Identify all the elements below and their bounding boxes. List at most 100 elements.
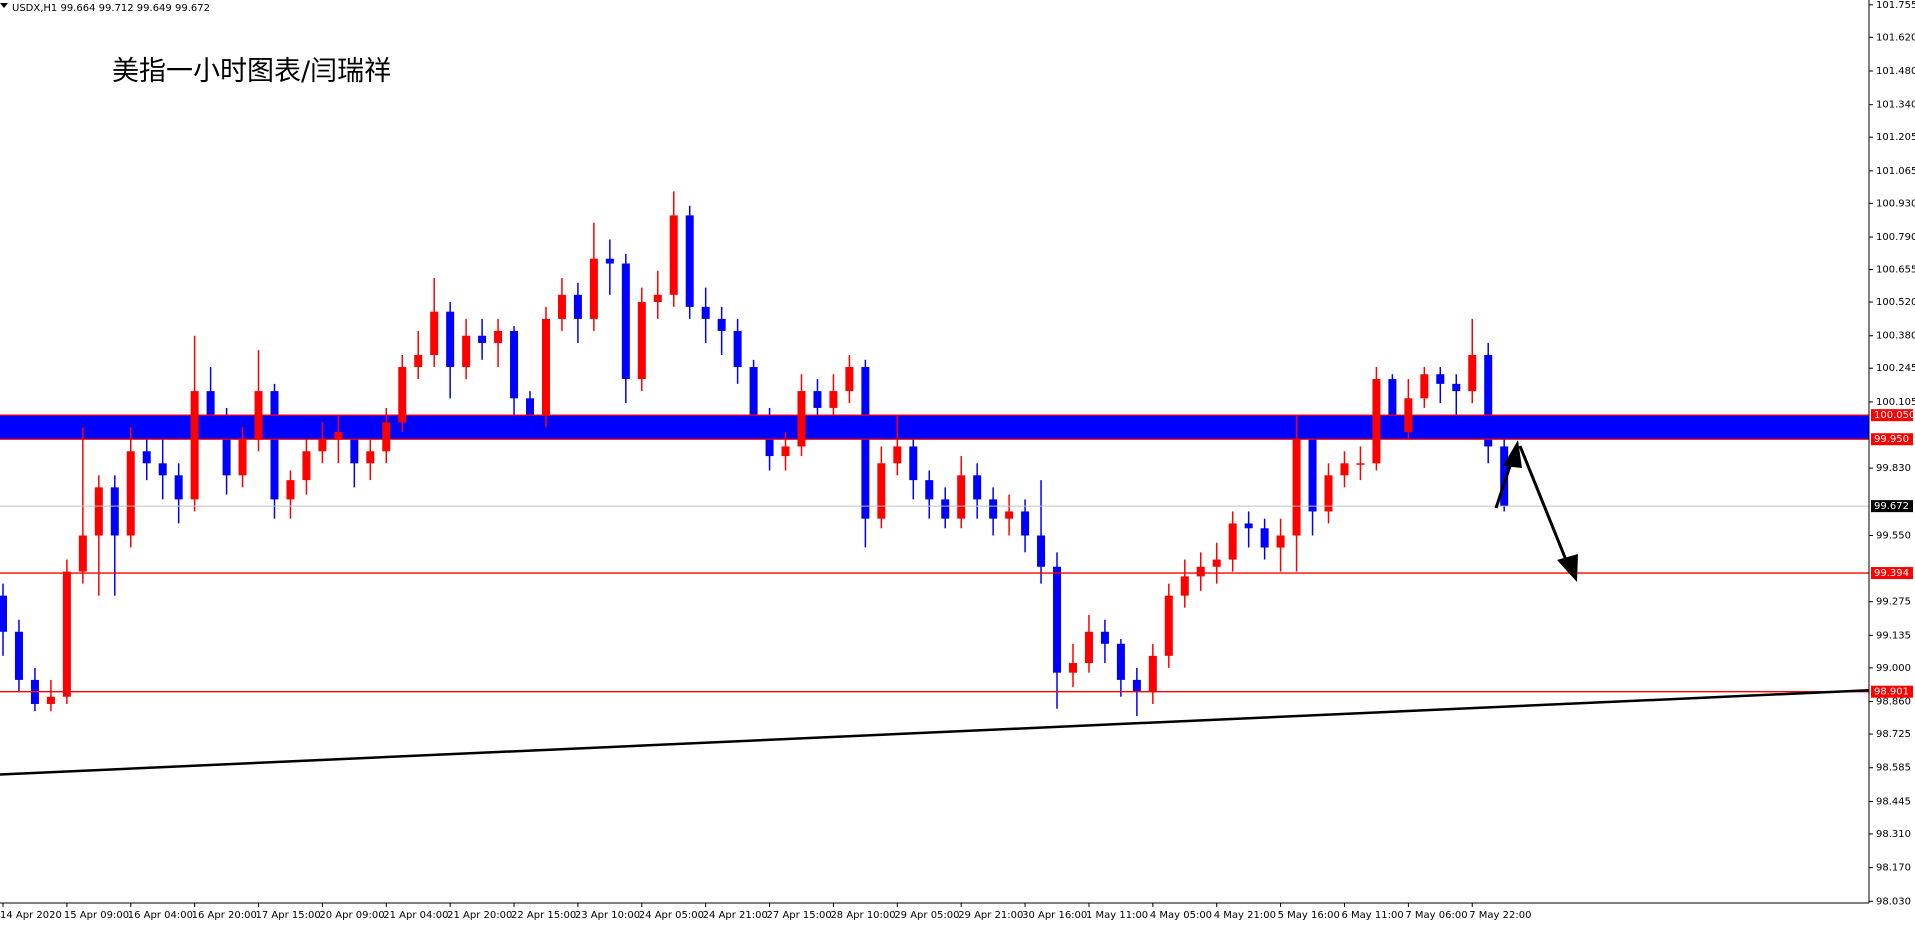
candle-body [1148,655,1157,692]
candle-body [1324,475,1333,512]
y-tick-label: 98.030 [1876,896,1911,907]
candle-body [1308,439,1317,512]
candle-body [350,432,359,464]
candle-body [1196,566,1205,577]
candle-body [1212,559,1221,567]
candle-body [909,446,918,481]
level-label-box [1871,567,1913,580]
candle-body [94,487,103,536]
y-tick-label: 100.655 [1876,265,1915,276]
candle-body [46,696,55,704]
candle-body [238,439,247,476]
candle-body [206,391,215,416]
y-tick-label: 98.310 [1876,829,1911,840]
chart-header: USDX,H1 99.664 99.712 99.649 99.672 [12,3,210,14]
level-label-box [1871,409,1913,422]
candle-body [589,258,598,319]
candle-body [190,391,199,500]
candle-body [605,258,614,264]
y-tick-label: 99.000 [1876,663,1911,674]
x-tick-label: 24 Apr 05:00 [639,910,704,921]
candle-body [1132,679,1141,692]
candle-body [941,499,950,519]
y-tick-label: 98.725 [1876,729,1911,740]
line-layer [0,414,1870,776]
level-label-box [1871,685,1913,698]
arrow-up-shaft [1494,459,1514,509]
candle-body [1053,566,1062,673]
candle-body [733,330,742,368]
x-tick-label: 7 May 06:00 [1405,910,1467,921]
candle-body [973,475,982,500]
x-tick-label: 16 Apr 20:00 [192,910,257,921]
x-tick-label: 17 Apr 15:00 [256,910,321,921]
candle-body [1116,643,1125,680]
candle-body [462,335,471,368]
zone-layer [0,415,1869,440]
y-tick-label: 99.275 [1876,597,1911,608]
candle-body [382,422,391,452]
candle-body [1468,354,1477,392]
candle-body [1100,631,1109,644]
x-tick-label: 30 Apr 16:00 [1022,910,1087,921]
y-tick-label: 100.380 [1876,331,1915,342]
y-tick-label: 101.065 [1876,166,1915,177]
candle-body [557,294,566,319]
x-tick-label: 4 May 21:00 [1214,910,1276,921]
candle-body [222,415,231,476]
y-tick-label: 100.930 [1876,198,1915,209]
candle-body [813,391,822,408]
candle-body [526,398,535,416]
x-tick-label: 20 Apr 09:00 [319,910,384,921]
x-tick-label: 22 Apr 15:00 [511,910,576,921]
candle-body [446,311,455,368]
candle-body [717,318,726,331]
candle-body [1292,439,1301,536]
x-tick-label: 14 Apr 2020 [0,910,62,921]
candle-body [1244,523,1253,529]
candle-body [1436,374,1445,384]
candle-body [893,446,902,464]
candle-body [1021,511,1030,536]
candle-body [334,432,343,440]
candle-body [510,330,519,399]
candle-body [1452,383,1461,392]
candle-body [653,294,662,303]
current-price-box [1871,500,1913,513]
x-tick-label: 16 Apr 04:00 [128,910,193,921]
x-tick-label: 6 May 11:00 [1341,910,1403,921]
candle-body [1164,595,1173,656]
y-tick-label: 99.550 [1876,530,1911,541]
x-tick-label: 7 May 22:00 [1469,910,1531,921]
candle-body [925,480,934,500]
x-tick-label: 23 Apr 10:00 [575,910,640,921]
candle-body [302,451,311,481]
candle-body [1420,374,1429,399]
candle-body [286,480,295,500]
candle-body [1005,511,1014,519]
candle-body [270,391,279,500]
arrow-up-head [1503,440,1522,468]
x-tick-label: 24 Apr 21:00 [703,910,768,921]
y-tick-label: 101.620 [1876,32,1915,43]
candle-body [861,367,870,519]
y-tick-label: 100.245 [1876,363,1915,374]
candle-body [829,391,838,408]
menu-triangle[interactable] [0,3,8,8]
support-resistance-zone [0,415,1869,440]
candle-body [0,595,7,632]
candle-body [1356,463,1365,465]
y-tick-label: 100.520 [1876,297,1915,308]
y-tick-label: 101.480 [1876,66,1915,77]
x-tick-label: 5 May 16:00 [1278,910,1340,921]
candle-body [430,311,439,355]
candle-body [78,535,87,572]
candle-body [366,451,375,464]
candle-body [1228,523,1237,560]
candle-body [749,367,758,416]
candle-body [1276,535,1285,548]
candle-body [318,439,327,452]
